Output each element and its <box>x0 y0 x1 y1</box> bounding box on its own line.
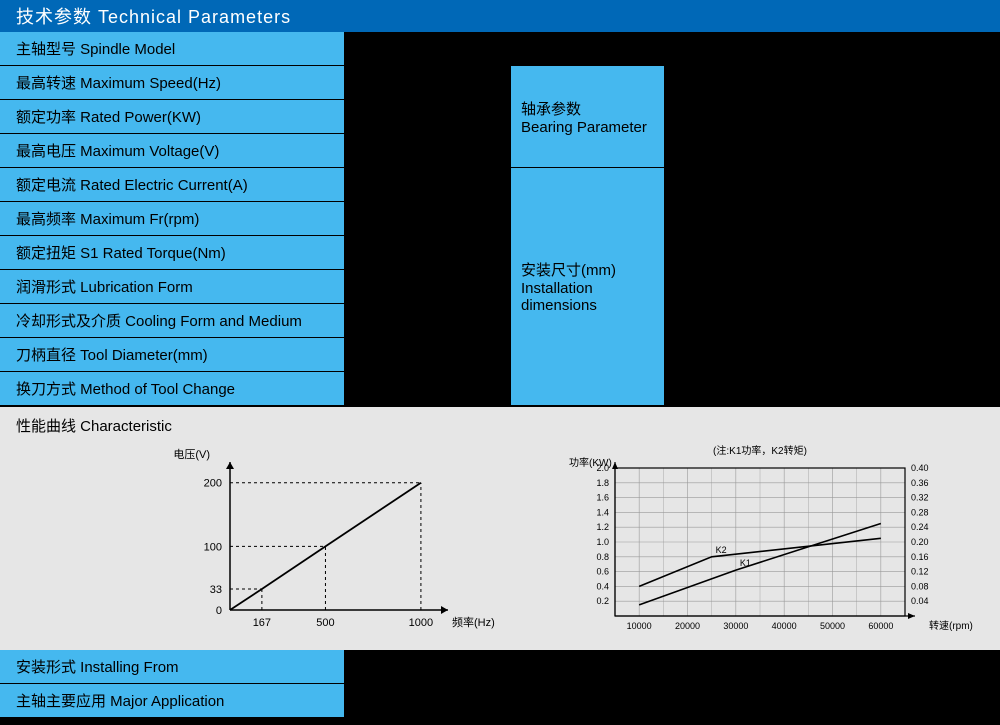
param-dimensions: 安装尺寸(mm) Installation dimensions <box>510 168 665 406</box>
footer-rows: 安装形式 Installing From 主轴主要应用 Major Applic… <box>0 650 1000 718</box>
svg-text:1000: 1000 <box>409 617 433 629</box>
header-title: 技术参数 Technical Parameters <box>16 3 291 29</box>
param-bearing: 轴承参数 Bearing Parameter <box>510 66 665 168</box>
svg-text:167: 167 <box>253 617 271 629</box>
param-bearing-cn: 轴承参数 <box>521 98 654 119</box>
svg-text:500: 500 <box>316 617 334 629</box>
svg-text:1.8: 1.8 <box>596 478 609 488</box>
svg-text:0.4: 0.4 <box>596 581 609 591</box>
svg-text:0.28: 0.28 <box>911 507 929 517</box>
param-max-voltage: 最高电压 Maximum Voltage(V) <box>0 134 345 167</box>
svg-text:40000: 40000 <box>772 621 797 631</box>
characteristic-section: 性能曲线 Characteristic 33 100 200 0 167 500 1000 电… <box>0 406 1000 650</box>
mid-gap <box>345 32 510 406</box>
param-dimensions-en2: dimensions <box>521 297 654 314</box>
svg-text:1.2: 1.2 <box>596 522 609 532</box>
svg-text:K1: K1 <box>740 558 751 568</box>
svg-text:(注:K1功率，K2转矩): (注:K1功率，K2转矩) <box>713 444 807 457</box>
left-params-col: 主轴型号 Spindle Model 最高转速 Maximum Speed(Hz… <box>0 32 345 406</box>
param-installing-form: 安装形式 Installing From <box>0 650 345 683</box>
param-rated-power: 额定功率 Rated Power(KW) <box>0 100 345 133</box>
svg-text:0.36: 0.36 <box>911 478 929 488</box>
param-lubrication: 润滑形式 Lubrication Form <box>0 270 345 303</box>
svg-text:0.20: 0.20 <box>911 537 929 547</box>
svg-text:频率(Hz): 频率(Hz) <box>452 615 495 629</box>
chart-voltage-frequency: 33 100 200 0 167 500 1000 电压(V) 频率(Hz) <box>0 440 500 650</box>
param-tool-change: 换刀方式 Method of Tool Change <box>0 372 345 405</box>
svg-text:转速(rpm): 转速(rpm) <box>929 619 973 632</box>
svg-text:1.4: 1.4 <box>596 507 609 517</box>
svg-text:功率(KW): 功率(KW) <box>569 456 612 469</box>
svg-text:0.16: 0.16 <box>911 552 929 562</box>
param-dimensions-cn: 安装尺寸(mm) <box>521 259 654 280</box>
param-tool-diameter: 刀柄直径 Tool Diameter(mm) <box>0 338 345 371</box>
svg-text:20000: 20000 <box>675 621 700 631</box>
param-spindle-model: 主轴型号 Spindle Model <box>0 32 345 65</box>
param-max-speed: 最高转速 Maximum Speed(Hz) <box>0 66 345 99</box>
svg-text:50000: 50000 <box>820 621 845 631</box>
svg-text:0.04: 0.04 <box>911 596 929 606</box>
param-rated-torque: 额定扭矩 S1 Rated Torque(Nm) <box>0 236 345 269</box>
charts-row: 33 100 200 0 167 500 1000 电压(V) 频率(Hz) (注:K1功率，K… <box>0 440 1000 650</box>
svg-text:1.0: 1.0 <box>596 537 609 547</box>
header-bar: 技术参数 Technical Parameters <box>0 0 1000 32</box>
svg-text:30000: 30000 <box>723 621 748 631</box>
param-cooling: 冷却形式及介质 Cooling Form and Medium <box>0 304 345 337</box>
param-rated-current: 额定电流 Rated Electric Current(A) <box>0 168 345 201</box>
svg-text:0.32: 0.32 <box>911 493 929 503</box>
chart-power-speed: (注:K1功率，K2转矩) K1 K2 0.2 0.4 0.6 0.8 1.0 1.2 1.4 1.… <box>500 440 1000 650</box>
svg-text:K2: K2 <box>716 545 727 555</box>
param-dimensions-en1: Installation <box>521 280 654 297</box>
svg-text:10000: 10000 <box>627 621 652 631</box>
svg-text:0: 0 <box>216 605 222 617</box>
characteristic-title: 性能曲线 Characteristic <box>0 407 1000 440</box>
right-params-col: 轴承参数 Bearing Parameter 安装尺寸(mm) Installa… <box>510 32 665 406</box>
svg-text:0.6: 0.6 <box>596 567 609 577</box>
svg-text:0.24: 0.24 <box>911 522 929 532</box>
param-bearing-en: Bearing Parameter <box>521 119 654 136</box>
svg-text:0.12: 0.12 <box>911 567 929 577</box>
svg-text:电压(V): 电压(V) <box>173 448 210 461</box>
svg-text:0.2: 0.2 <box>596 596 609 606</box>
svg-text:33: 33 <box>210 584 222 596</box>
param-max-fr: 最高频率 Maximum Fr(rpm) <box>0 202 345 235</box>
svg-text:60000: 60000 <box>868 621 893 631</box>
svg-text:200: 200 <box>204 478 222 490</box>
svg-text:0.40: 0.40 <box>911 463 929 473</box>
svg-text:0.8: 0.8 <box>596 552 609 562</box>
page-root: 技术参数 Technical Parameters 主轴型号 Spindle M… <box>0 0 1000 725</box>
right-rest <box>665 32 1000 406</box>
svg-text:100: 100 <box>204 541 222 553</box>
params-grid: 主轴型号 Spindle Model 最高转速 Maximum Speed(Hz… <box>0 32 1000 406</box>
svg-text:0.08: 0.08 <box>911 581 929 591</box>
svg-text:1.6: 1.6 <box>596 493 609 503</box>
param-major-application: 主轴主要应用 Major Application <box>0 684 345 717</box>
